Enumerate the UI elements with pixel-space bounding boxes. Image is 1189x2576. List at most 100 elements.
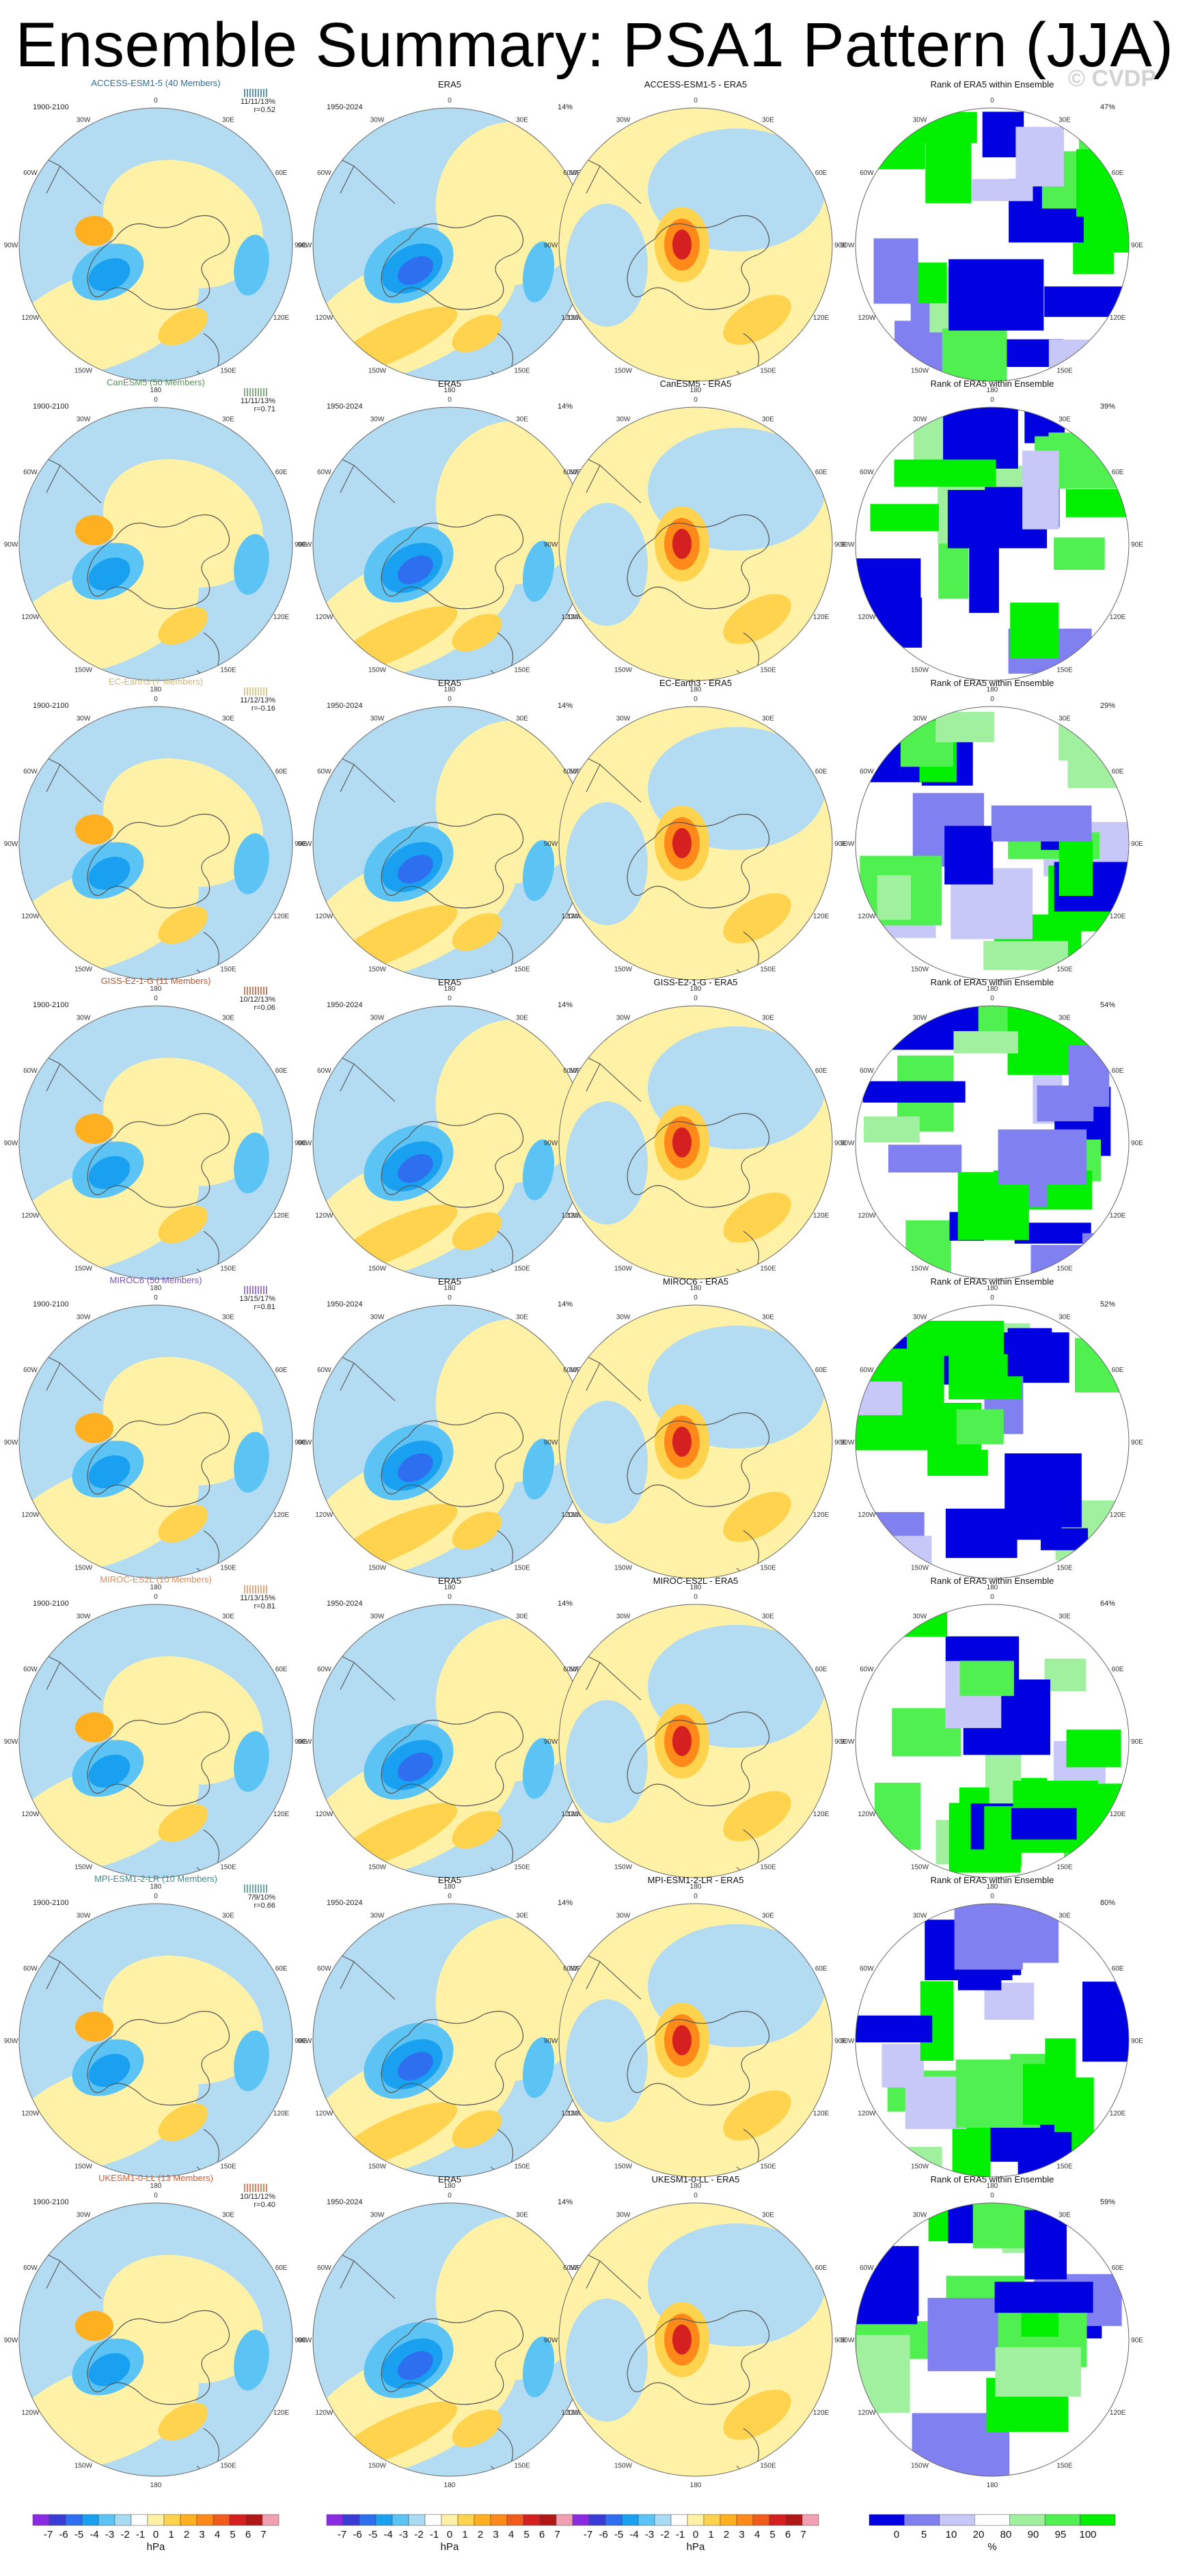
- map-field: [313, 407, 586, 681]
- rank-patch: [862, 1081, 966, 1103]
- rank-patch: [935, 711, 994, 743]
- map-field: [856, 108, 1129, 381]
- negative-anomaly-core: [398, 2052, 433, 2081]
- longitude-label: 60W: [317, 469, 331, 476]
- map-boundary: [18, 1005, 293, 1280]
- longitude-label: 30W: [77, 1613, 91, 1620]
- longitude-label: 180: [150, 686, 162, 694]
- positive-anomaly: [723, 1791, 791, 1841]
- colorbar-tick-label: 3: [739, 2529, 744, 2540]
- positive-anomaly-core: [452, 913, 502, 951]
- longitude-label: 0: [990, 1593, 994, 1601]
- colorbar-swatch: [670, 2514, 688, 2526]
- longitude-label: 0: [990, 396, 994, 404]
- variance-label: 14%: [558, 103, 573, 111]
- longitude-label: 90E: [295, 840, 307, 848]
- colorbar-swatch: [180, 2514, 197, 2526]
- longitude-label: 150W: [614, 2463, 633, 2470]
- longitude-label: 60W: [23, 1666, 38, 1673]
- rank-patch: [998, 1129, 1087, 1185]
- longitude-label: 90E: [834, 242, 847, 249]
- negative-anomaly: [566, 204, 648, 327]
- longitude-label: 60W: [23, 1965, 38, 1973]
- longitude-label: 0: [694, 1593, 698, 1601]
- colorbar-tick-label: 5: [230, 2529, 235, 2540]
- longitude-label: 150W: [368, 667, 387, 674]
- longitude-label: 120E: [567, 1811, 584, 1818]
- antarctica-coastline: [381, 215, 524, 310]
- longitude-label: 30E: [222, 1014, 234, 1022]
- antarctica-coastline: [87, 514, 230, 609]
- rank-patch: [1082, 1982, 1129, 2062]
- longitude-label: 60E: [1112, 1367, 1124, 1374]
- colorbar-tick-label: -6: [59, 2529, 68, 2540]
- difference-title: EC-Earth3 - ERA5: [659, 678, 732, 688]
- era5-title: ERA5: [438, 977, 461, 987]
- longitude-label: 60E: [275, 768, 288, 776]
- longitude-label: 90E: [295, 2038, 307, 2045]
- longitude-label: 30E: [1058, 1613, 1071, 1620]
- colorbar-tick-label: -1: [430, 2529, 439, 2540]
- longitude-label: 90W: [4, 840, 18, 848]
- negative-anomaly: [522, 1139, 555, 1201]
- longitude-label: 30E: [222, 415, 234, 423]
- longitude-label: 60E: [569, 169, 582, 177]
- longitude-label: 30E: [762, 1613, 774, 1620]
- colorbar-swatch: [638, 2514, 655, 2526]
- longitude-label: 180: [690, 1883, 702, 1891]
- positive-anomaly-core: [452, 1212, 502, 1250]
- longitude-label: 150E: [220, 368, 236, 375]
- colorbar-swatch: [1009, 2514, 1046, 2526]
- longitude-label: 150E: [514, 966, 530, 974]
- colorbar-tick-label: 2: [724, 2529, 729, 2540]
- longitude-label: 120W: [315, 913, 333, 920]
- longitude-label: 30W: [616, 715, 631, 722]
- longitude-label: 90E: [834, 1140, 847, 1147]
- rank-patch: [983, 941, 1068, 970]
- panel-r4-c2: 0 30E 60E 90E 120E 150E 180 150W 120W 90W 60W 30W ER…: [298, 977, 601, 1292]
- longitude-label: 30W: [370, 2211, 385, 2219]
- map-field: [19, 1305, 292, 1578]
- colorbar-swatch: [556, 2514, 573, 2526]
- longitude-label: 30W: [370, 1912, 385, 1919]
- antarctica-coastline: [627, 813, 770, 909]
- rank-title: Rank of ERA5 within Ensemble: [931, 1875, 1054, 1885]
- positive-anomaly: [435, 421, 586, 585]
- longitude-label: 0: [990, 995, 994, 1002]
- map-boundary: [855, 1903, 1130, 2178]
- longitude-label: 0: [990, 1294, 994, 1302]
- rank-patch: [1073, 243, 1115, 274]
- rank-patch: [1022, 450, 1059, 530]
- rank-patch: [1048, 432, 1129, 489]
- longitude-label: 60W: [563, 2264, 577, 2272]
- longitude-label: 120W: [858, 913, 876, 920]
- positive-anomaly-core: [158, 1505, 208, 1543]
- colorbar-swatch: [523, 2514, 541, 2526]
- period-label: 1950-2024: [327, 402, 363, 411]
- colorbar-tick-label: -4: [383, 2529, 392, 2540]
- colorbar-2: -7 -6 -5 -4 -3 -2 -1 0 1 2 3 4 5 6 7 hPa: [326, 2514, 573, 2553]
- map-field: [856, 707, 1129, 980]
- negative-anomaly: [522, 241, 555, 303]
- negative-anomaly-core: [398, 1154, 433, 1183]
- panel-r1-c4: 0 30E 60E 90E 120E 150E 180 150W 120W 90W 60W 30W Ra…: [840, 79, 1144, 394]
- longitude-label: 0: [154, 995, 158, 1002]
- longitude-label: 90W: [4, 2038, 18, 2045]
- longitude-label: 30W: [616, 415, 631, 423]
- longitude-label: 0: [154, 97, 158, 105]
- colorbar-tick-label: -7: [584, 2529, 592, 2540]
- map-boundary: [558, 1903, 833, 2178]
- longitude-label: 120W: [561, 2409, 579, 2417]
- positive-anomaly-core: [672, 2025, 692, 2055]
- map-boundary: [18, 1604, 293, 1878]
- period-label: 1900-2100: [33, 103, 69, 111]
- longitude-label: 60W: [860, 1666, 874, 1673]
- map-field: [313, 1904, 586, 2177]
- longitude-label: 180: [444, 686, 456, 694]
- negative-anomaly-core: [398, 2351, 433, 2380]
- period-label: 1900-2100: [33, 1600, 69, 1608]
- longitude-label: 30E: [762, 2211, 774, 2219]
- longitude-label: 180: [690, 985, 702, 993]
- longitude-label: 90W: [544, 2038, 558, 2045]
- longitude-label: 90W: [298, 2038, 312, 2045]
